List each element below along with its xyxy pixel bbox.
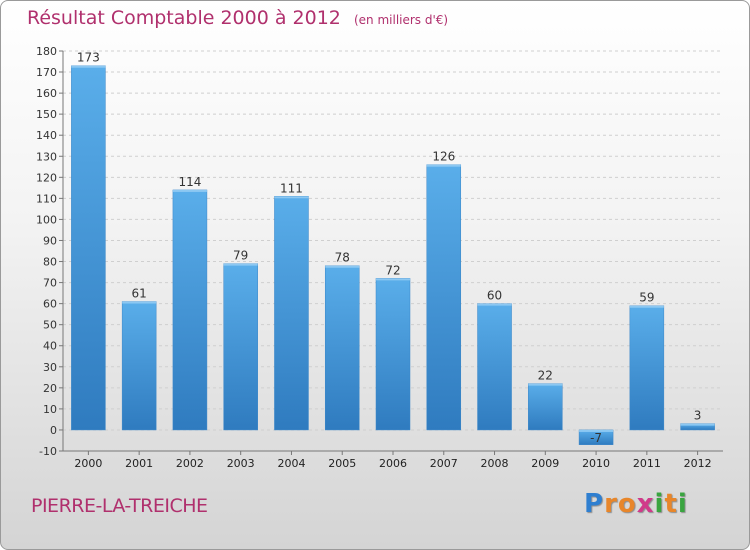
bars — [71, 65, 715, 445]
x-tick-label: 2009 — [531, 457, 559, 470]
data-label: 114 — [178, 175, 201, 189]
data-label: 173 — [77, 51, 100, 65]
data-label: 78 — [335, 251, 350, 265]
data-label: 72 — [385, 263, 400, 277]
x-tick-label: 2002 — [176, 457, 204, 470]
y-tick-label: 80 — [43, 256, 57, 269]
bar-highlight — [274, 196, 309, 199]
y-tick-label: 0 — [50, 424, 57, 437]
logo-letter: t — [664, 489, 678, 519]
data-label: 61 — [132, 287, 147, 301]
y-tick-label: 140 — [36, 129, 57, 142]
bar-highlight — [376, 278, 410, 281]
logo-letter: x — [636, 489, 655, 519]
bar — [375, 278, 411, 431]
y-tick-label: -10 — [39, 445, 57, 458]
data-label: 22 — [538, 369, 553, 383]
title-unit: (en milliers d'€) — [353, 13, 449, 27]
logo-letter: P — [584, 489, 605, 519]
x-tick-label: 2001 — [125, 457, 153, 470]
x-tick-label: 2011 — [633, 457, 661, 470]
bar — [528, 383, 563, 431]
bar — [71, 65, 106, 431]
bar-highlight — [579, 429, 614, 432]
bar — [629, 305, 665, 431]
y-tick-label: 100 — [36, 213, 57, 226]
x-tick-label: 2012 — [684, 457, 712, 470]
bar — [477, 303, 512, 431]
y-tick-label: 130 — [36, 150, 57, 163]
y-tick-label: 30 — [43, 361, 57, 374]
y-tick-label: 70 — [43, 277, 57, 290]
commune-name: PIERRE-LA-TREICHE — [31, 495, 208, 517]
x-tick-label: 2004 — [277, 457, 305, 470]
y-tick-label: 120 — [36, 171, 57, 184]
y-tick-label: 160 — [36, 87, 57, 100]
bar-highlight — [528, 383, 563, 386]
bar — [223, 263, 258, 431]
logo-letter: i — [654, 489, 665, 519]
logo-letter: r — [604, 489, 618, 519]
logo-letter: i — [677, 489, 688, 519]
data-label: -7 — [590, 431, 602, 445]
bar-highlight — [223, 263, 258, 266]
y-tick-label: 180 — [36, 45, 57, 58]
bar-highlight — [71, 65, 106, 68]
bar-highlight — [172, 189, 207, 192]
bar — [172, 189, 208, 431]
labels: 173 61 114 79 111 78 72 126 60 22 -7 59 3 — [77, 51, 702, 445]
x-tick-label: 2003 — [227, 457, 255, 470]
y-tick-label: 170 — [36, 66, 57, 79]
bar — [426, 164, 462, 431]
y-tick-label: 60 — [43, 298, 57, 311]
data-label: 3 — [694, 409, 702, 423]
bar — [324, 265, 360, 431]
bar-highlight — [477, 303, 512, 306]
y-tick-label: 90 — [43, 234, 57, 247]
y-tick-label: 20 — [43, 382, 57, 395]
x-tick-label: 2005 — [328, 457, 356, 470]
data-label: 126 — [432, 150, 455, 164]
x-tick-label: 2010 — [582, 457, 610, 470]
bar — [274, 196, 309, 431]
proxiti-logo: Proxiti — [584, 489, 688, 519]
y-tick-label: 10 — [43, 403, 57, 416]
y-tick-label: 150 — [36, 108, 57, 121]
bar-highlight — [680, 423, 715, 426]
bar-highlight — [325, 265, 360, 268]
data-label: 59 — [639, 291, 654, 305]
bar — [121, 301, 157, 431]
x-tick-label: 2006 — [379, 457, 407, 470]
chart-title: Résultat Comptable 2000 à 2012 (en milli… — [27, 7, 448, 29]
title-main: Résultat Comptable 2000 à 2012 — [27, 7, 341, 29]
axes: -10 0 10 20 30 40 50 60 70 80 90 100 110 120 130 140 150… — [36, 45, 723, 470]
bar-highlight — [629, 305, 664, 308]
x-tick-label: 2008 — [481, 457, 509, 470]
bar-highlight — [426, 164, 461, 167]
bar-highlight — [122, 301, 157, 304]
logo-letter: o — [617, 489, 637, 519]
x-tick-label: 2000 — [74, 457, 102, 470]
data-label: 111 — [280, 181, 303, 195]
data-label: 79 — [233, 249, 248, 263]
y-tick-label: 50 — [43, 319, 57, 332]
y-tick-label: 40 — [43, 340, 57, 353]
x-tick-label: 2007 — [430, 457, 458, 470]
data-label: 60 — [487, 289, 502, 303]
y-tick-label: 110 — [36, 192, 57, 205]
